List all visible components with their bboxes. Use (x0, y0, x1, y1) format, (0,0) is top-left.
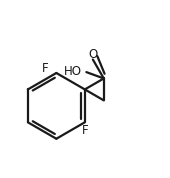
Text: O: O (88, 48, 97, 61)
Text: HO: HO (64, 65, 82, 78)
Text: F: F (82, 124, 89, 137)
Text: F: F (42, 62, 49, 75)
